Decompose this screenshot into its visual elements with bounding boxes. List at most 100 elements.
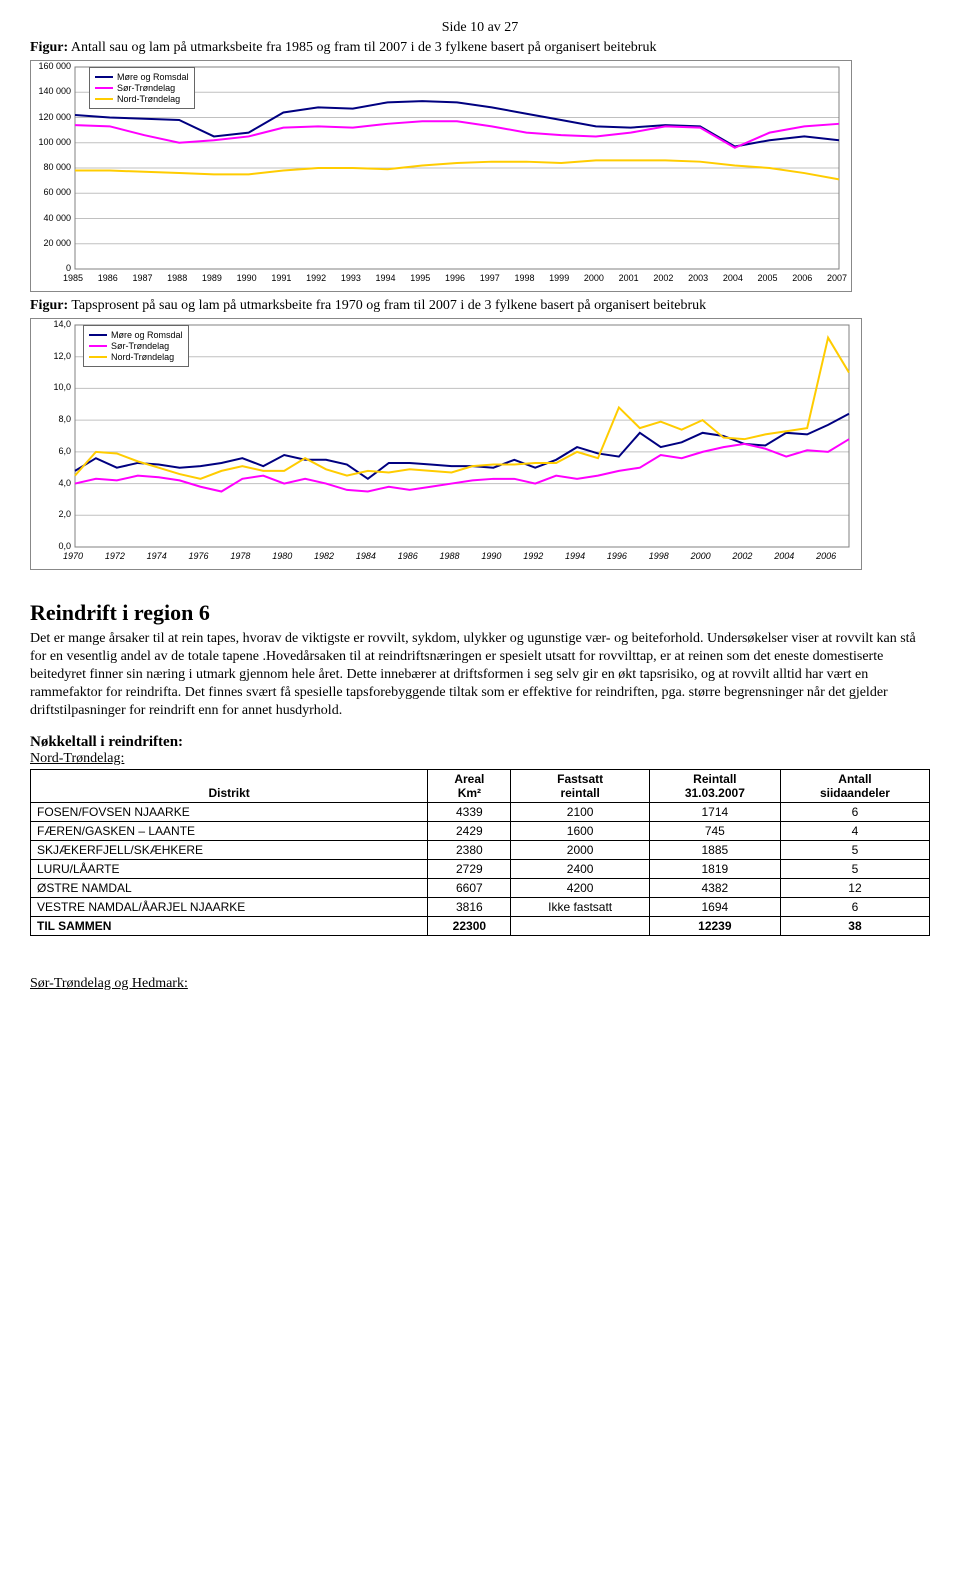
x-axis-label: 1996 xyxy=(445,273,465,283)
x-axis-label: 1986 xyxy=(398,551,418,561)
table-cell: 38 xyxy=(780,916,929,935)
x-axis-label: 1985 xyxy=(63,273,83,283)
table-row: LURU/LÅARTE2729240018195 xyxy=(31,859,930,878)
x-axis-label: 1992 xyxy=(523,551,543,561)
table-header: Distrikt xyxy=(31,769,428,802)
table-cell: VESTRE NAMDAL/ÅARJEL NJAARKE xyxy=(31,897,428,916)
page-header: Side 10 av 27 xyxy=(30,20,930,36)
x-axis-label: 1996 xyxy=(607,551,627,561)
table-row: VESTRE NAMDAL/ÅARJEL NJAARKE3816Ikke fas… xyxy=(31,897,930,916)
x-axis-label: 1995 xyxy=(410,273,430,283)
table-cell: 4 xyxy=(780,821,929,840)
table-row: ØSTRE NAMDAL66074200438212 xyxy=(31,878,930,897)
section-heading: Reindrift i region 6 xyxy=(30,600,930,626)
chart2-title: Figur: Tapsprosent på sau og lam på utma… xyxy=(30,298,930,314)
table-cell: Ikke fastsatt xyxy=(511,897,649,916)
x-axis-label: 1984 xyxy=(356,551,376,561)
y-axis-label: 0 xyxy=(66,263,71,273)
y-axis-label: 120 000 xyxy=(38,112,71,122)
table-row: FÆREN/GASKEN – LAANTE242916007454 xyxy=(31,821,930,840)
table-heading: Nøkkeltall i reindriften: xyxy=(30,734,930,751)
table-header: ArealKm² xyxy=(428,769,511,802)
y-axis-label: 60 000 xyxy=(43,187,71,197)
legend-swatch xyxy=(89,345,107,347)
table-cell: 1600 xyxy=(511,821,649,840)
chart2-title-prefix: Figur: xyxy=(30,298,68,313)
x-axis-label: 1988 xyxy=(440,551,460,561)
x-axis-label: 2006 xyxy=(792,273,812,283)
x-axis-label: 1990 xyxy=(481,551,501,561)
table-cell: 6 xyxy=(780,897,929,916)
chart2: 0,02,04,06,08,010,012,014,01970197219741… xyxy=(30,318,862,570)
y-axis-label: 140 000 xyxy=(38,86,71,96)
table-cell: ØSTRE NAMDAL xyxy=(31,878,428,897)
x-axis-label: 1999 xyxy=(549,273,569,283)
chart1-title: Figur: Antall sau og lam på utmarksbeite… xyxy=(30,40,930,56)
x-axis-label: 1990 xyxy=(237,273,257,283)
y-axis-label: 100 000 xyxy=(38,137,71,147)
table-cell: 6 xyxy=(780,802,929,821)
y-axis-label: 40 000 xyxy=(43,213,71,223)
table-cell: LURU/LÅARTE xyxy=(31,859,428,878)
x-axis-label: 2000 xyxy=(691,551,711,561)
y-axis-label: 80 000 xyxy=(43,162,71,172)
y-axis-label: 6,0 xyxy=(58,446,71,456)
legend-swatch xyxy=(95,98,113,100)
x-axis-label: 1993 xyxy=(341,273,361,283)
y-axis-label: 4,0 xyxy=(58,478,71,488)
table-cell: 4382 xyxy=(649,878,780,897)
y-axis-label: 0,0 xyxy=(58,541,71,551)
table-cell: FOSEN/FOVSEN NJAARKE xyxy=(31,802,428,821)
legend-swatch xyxy=(89,334,107,336)
x-axis-label: 1986 xyxy=(98,273,118,283)
legend-item: Nord-Trøndelag xyxy=(89,352,183,362)
table-cell xyxy=(511,916,649,935)
table-cell: TIL SAMMEN xyxy=(31,916,428,935)
reindeer-table: DistriktArealKm²FastsattreintallReintall… xyxy=(30,769,930,936)
legend-label: Møre og Romsdal xyxy=(111,330,183,340)
x-axis-label: 1998 xyxy=(514,273,534,283)
x-axis-label: 1988 xyxy=(167,273,187,283)
table-cell: 3816 xyxy=(428,897,511,916)
x-axis-label: 1982 xyxy=(314,551,334,561)
table-row: SKJÆKERFJELL/SKÆHKERE2380200018855 xyxy=(31,840,930,859)
y-axis-label: 160 000 xyxy=(38,61,71,71)
table-cell: 2429 xyxy=(428,821,511,840)
chart-legend: Møre og RomsdalSør-TrøndelagNord-Trøndel… xyxy=(89,67,195,109)
x-axis-label: 1972 xyxy=(105,551,125,561)
legend-label: Nord-Trøndelag xyxy=(117,94,180,104)
table-header: Fastsattreintall xyxy=(511,769,649,802)
table-header: Reintall31.03.2007 xyxy=(649,769,780,802)
table-cell: 2100 xyxy=(511,802,649,821)
legend-label: Sør-Trøndelag xyxy=(111,341,169,351)
table-cell: 12239 xyxy=(649,916,780,935)
legend-item: Nord-Trøndelag xyxy=(95,94,189,104)
x-axis-label: 1976 xyxy=(189,551,209,561)
x-axis-label: 1991 xyxy=(271,273,291,283)
x-axis-label: 1989 xyxy=(202,273,222,283)
x-axis-label: 1970 xyxy=(63,551,83,561)
table-cell: 12 xyxy=(780,878,929,897)
table-cell: 2000 xyxy=(511,840,649,859)
y-axis-label: 12,0 xyxy=(53,351,71,361)
legend-item: Møre og Romsdal xyxy=(95,72,189,82)
x-axis-label: 1998 xyxy=(649,551,669,561)
table-cell: 1694 xyxy=(649,897,780,916)
body-paragraph: Det er mange årsaker til at rein tapes, … xyxy=(30,630,930,720)
x-axis-label: 2002 xyxy=(732,551,752,561)
table-cell: 4200 xyxy=(511,878,649,897)
x-axis-label: 1974 xyxy=(147,551,167,561)
table-row: FOSEN/FOVSEN NJAARKE4339210017146 xyxy=(31,802,930,821)
table-cell: FÆREN/GASKEN – LAANTE xyxy=(31,821,428,840)
y-axis-label: 2,0 xyxy=(58,509,71,519)
table-cell: 1714 xyxy=(649,802,780,821)
x-axis-label: 2006 xyxy=(816,551,836,561)
table-cell: 5 xyxy=(780,840,929,859)
chart-legend: Møre og RomsdalSør-TrøndelagNord-Trøndel… xyxy=(83,325,189,367)
x-axis-label: 2000 xyxy=(584,273,604,283)
table-cell: 2380 xyxy=(428,840,511,859)
x-axis-label: 1994 xyxy=(565,551,585,561)
table-cell: 2400 xyxy=(511,859,649,878)
y-axis-label: 8,0 xyxy=(58,414,71,424)
x-axis-label: 2003 xyxy=(688,273,708,283)
